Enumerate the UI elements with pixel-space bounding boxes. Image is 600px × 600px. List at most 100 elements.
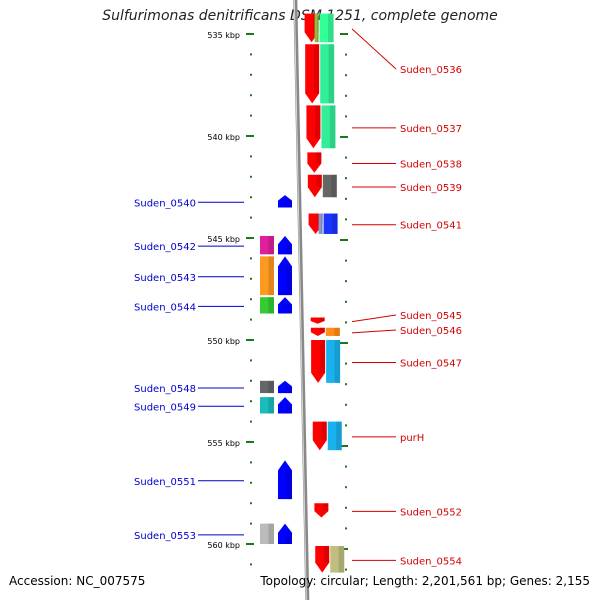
cog-bar-shade	[331, 213, 338, 234]
scale-label: 555 kbp	[207, 439, 240, 448]
minor-tick-right	[345, 527, 347, 530]
cog-bar-shade	[268, 380, 274, 394]
gene-label: Suden_0543	[134, 273, 196, 284]
forward-gene-arrow	[305, 44, 320, 104]
reverse-gene-arrow	[278, 397, 292, 414]
gene-label: Suden_0547	[400, 358, 462, 369]
gene-layer	[260, 13, 345, 573]
cog-bar	[330, 546, 345, 573]
reverse-gene-arrow	[278, 380, 292, 394]
cog-bar-shade	[268, 256, 274, 296]
minor-tick-right	[345, 280, 347, 283]
gene-label: purH	[400, 433, 424, 444]
forward-gene-arrow	[310, 327, 325, 336]
minor-tick	[250, 318, 252, 321]
cog-bar	[327, 421, 342, 451]
cog-bar-shade	[328, 44, 335, 104]
minor-tick	[250, 461, 252, 464]
cog-bar	[260, 397, 274, 414]
minor-tick-right	[345, 568, 347, 571]
major-tick-right	[340, 342, 348, 344]
scale-label: 540 kbp	[207, 133, 240, 142]
gene-label: Suden_0545	[400, 311, 462, 322]
major-tick	[246, 339, 254, 341]
cog-bar-shade	[338, 546, 345, 573]
cog-bar-shade	[336, 421, 342, 451]
minor-tick-right	[345, 177, 347, 180]
cog-bar-secondary	[314, 13, 319, 43]
cog-bar	[323, 213, 338, 234]
reverse-gene-arrow	[278, 460, 292, 500]
minor-tick	[250, 216, 252, 219]
cog-bar-shade	[268, 235, 274, 255]
gene-label: Suden_0544	[134, 302, 196, 313]
minor-tick	[250, 420, 252, 423]
accession-text: Accession: NC_007575	[9, 574, 146, 588]
cog-bar-shade	[268, 523, 274, 545]
forward-gene-arrow	[314, 503, 329, 518]
gene-label: Suden_0539	[400, 183, 462, 194]
cog-bar-secondary-shade	[316, 13, 319, 43]
forward-gene-arrow	[306, 105, 321, 149]
forward-gene-arrow-shade	[319, 317, 325, 321]
cog-bar-secondary	[318, 213, 323, 234]
reverse-gene-arrow-shade	[286, 532, 292, 545]
minor-tick-right	[345, 486, 347, 489]
cog-bar-shade	[268, 297, 274, 314]
minor-tick	[250, 196, 252, 199]
minor-tick	[250, 277, 252, 280]
minor-tick	[250, 359, 252, 362]
gene-label: Suden_0538	[400, 160, 462, 171]
forward-gene-arrow-shade	[319, 327, 325, 333]
scale-label: 545 kbp	[207, 235, 240, 244]
major-tick-right	[340, 33, 348, 35]
major-tick-right	[340, 239, 348, 241]
minor-tick-right	[345, 362, 347, 365]
label-leader	[351, 28, 397, 70]
forward-gene-arrow	[307, 152, 322, 173]
major-tick	[246, 33, 254, 35]
cog-bar	[260, 235, 274, 255]
map-title: Sulfurimonas denitrificans DSM 1251, com…	[102, 8, 498, 24]
minor-tick-right	[345, 218, 347, 221]
reverse-gene-arrow-shade	[286, 404, 292, 414]
major-tick	[246, 237, 254, 239]
forward-gene-arrow-shade	[323, 503, 329, 512]
minor-tick	[250, 257, 252, 260]
minor-tick	[250, 379, 252, 382]
minor-tick-right	[345, 156, 347, 159]
cog-bar	[319, 13, 334, 43]
minor-tick	[250, 175, 252, 178]
forward-gene-arrow	[312, 421, 327, 451]
reverse-gene-arrow-shade	[286, 304, 292, 314]
minor-tick-right	[345, 300, 347, 303]
cog-bar	[260, 380, 274, 394]
gene-label: Suden_0536	[400, 65, 462, 76]
minor-tick	[250, 563, 252, 566]
minor-tick-right	[345, 115, 347, 118]
forward-gene-arrow-shade	[316, 152, 322, 164]
minor-tick	[250, 522, 252, 525]
minor-tick	[250, 114, 252, 117]
gene-label: Suden_0553	[134, 531, 196, 542]
cog-bar	[326, 340, 341, 383]
backbone-line	[293, 0, 310, 600]
topology-summary: Topology: circular; Length: 2,201,561 bp…	[260, 574, 590, 588]
label-leader	[351, 329, 397, 334]
minor-tick-right	[345, 465, 347, 468]
forward-gene-arrow-shade	[315, 105, 321, 139]
cog-bar-shade	[268, 397, 274, 414]
gene-label: Suden_0554	[400, 556, 462, 567]
minor-tick-right	[345, 259, 347, 262]
minor-tick	[250, 502, 252, 505]
cog-bar	[260, 297, 274, 314]
minor-tick	[250, 298, 252, 301]
forward-gene-arrow-shade	[323, 546, 330, 563]
major-tick	[246, 543, 254, 545]
forward-gene-arrow-shade	[319, 340, 326, 373]
reverse-gene-arrow-shade	[286, 266, 292, 296]
scale-label: 550 kbp	[207, 337, 240, 346]
cog-bar-shade	[327, 13, 334, 43]
cog-bar-shade	[329, 105, 336, 149]
